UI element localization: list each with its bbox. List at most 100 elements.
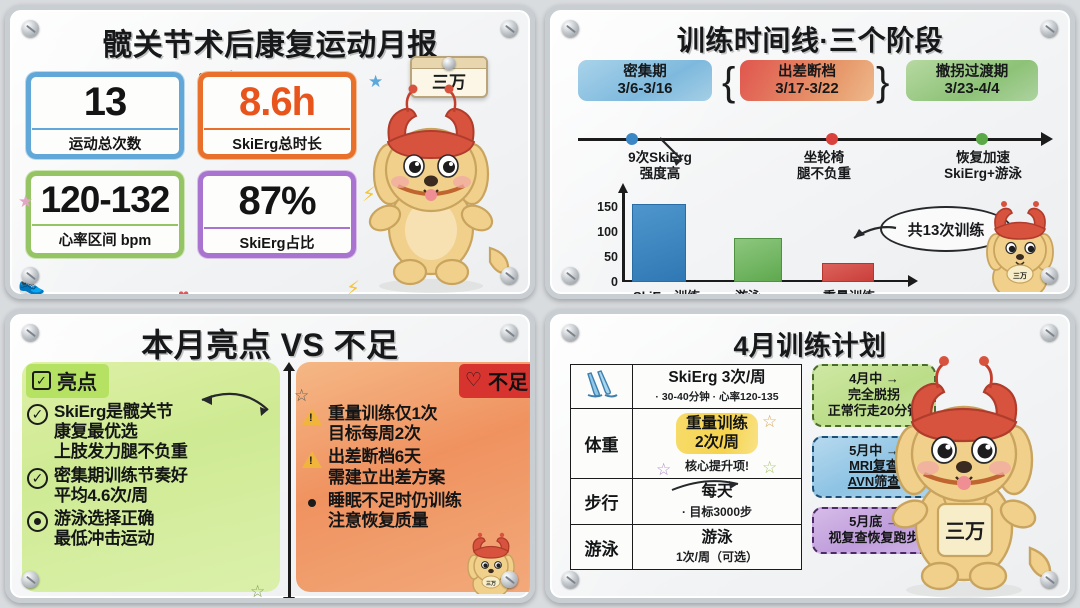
svg-text:三万: 三万 — [486, 580, 496, 587]
warning-triangle-icon — [301, 449, 322, 470]
timeline-marker-blue — [626, 133, 638, 145]
tag-label: 三万 — [432, 72, 466, 92]
gap-item: 重量训练仅1次 目标每周2次 — [296, 404, 530, 447]
note-line: 恢复加速 — [956, 150, 1010, 165]
timeline-note-1: 9次SkiErg 强度高 — [600, 150, 720, 182]
kpi-label: SkiErg占比 — [204, 227, 350, 253]
line: 注意恢复质量 — [328, 511, 429, 531]
brace-line — [288, 368, 291, 598]
timeline-axis — [578, 132, 1053, 146]
gap-text: 重量训练仅1次 目标每周2次 — [328, 404, 438, 444]
y-tick-label: 0 — [611, 275, 618, 289]
chart-y-axis — [618, 183, 627, 282]
highlights-column: ✓ 亮点 ✓ SkiErg是髋关节 康复最优选 上肢发力腿不负重 — [22, 362, 280, 592]
svg-text:三万: 三万 — [1013, 272, 1027, 280]
kpi-label: SkiErg总时长 — [204, 128, 350, 154]
row-content-cell: 重量训练 2次/周 核心提升项! — [632, 407, 802, 480]
line: 需建立出差方案 — [328, 467, 445, 487]
line: 重量训练仅1次 — [328, 404, 438, 423]
plan-main: 游泳 — [701, 528, 733, 546]
bar-label: SkiErg训练 — [633, 289, 701, 299]
screw-icon — [501, 20, 518, 37]
bar-label: 重量训练 — [823, 289, 876, 299]
milestone-line: 视复查恢复跑步 — [828, 530, 920, 546]
timeline-marker-red — [826, 133, 838, 145]
phase-dates: 3/23-4/4 — [944, 80, 1000, 98]
y-tick-label: 150 — [597, 199, 618, 214]
row-content-cell: SkiErg 3次/周 · 30-40分钟 · 心率120-135 — [632, 364, 802, 409]
milestone-line: 正常行走20分钟 — [827, 402, 921, 418]
gap-item: 睡眠不足时仍训练 注意恢复质量 — [296, 490, 530, 534]
screw-icon — [1041, 324, 1058, 341]
note-line: 腿不负重 — [797, 166, 851, 182]
milestone-line: MRI复查 — [849, 458, 899, 474]
bar-skierg: SkiErg训练 — [632, 204, 700, 294]
milestone-line: 完全脱拐 — [847, 386, 900, 402]
plan-main: SkiErg 3次/周 — [668, 369, 766, 387]
gap-item: 出差断档6天 需建立出差方案 — [296, 447, 530, 490]
milestone-line: AVN筛查 — [847, 474, 901, 490]
highlight-text: 密集期训练节奏好 平均4.6次/周 — [54, 466, 188, 506]
radio-dot-icon — [27, 511, 48, 533]
phase-badges: 密集期 3/6-3/16 { 出差断档 3/17-3/22 } 撤拐过渡期 3/… — [568, 60, 1056, 112]
highlight-item: 游泳选择正确 最低冲击运动 — [22, 509, 280, 552]
screw-icon — [22, 20, 39, 37]
highlight-text: 游泳选择正确 最低冲击运动 — [54, 509, 155, 549]
table-row: 游泳 游泳 1次/周（可选） — [570, 523, 802, 571]
screw-icon — [1041, 267, 1058, 284]
brace-right-icon: } — [876, 60, 890, 104]
plan-sub: 核心提升项! — [685, 459, 749, 474]
line: 目标每周2次 — [328, 424, 421, 444]
chart-plot-area: SkiErg训练 游泳 重量训练 0 50 100 150 — [597, 194, 894, 294]
line: 游泳选择正确 — [54, 509, 155, 529]
bullet-icon — [301, 493, 322, 514]
brace-left-icon: { — [722, 60, 736, 104]
line: 康复最优选 — [54, 422, 138, 442]
phase-badge-intensive: 密集期 3/6-3/16 — [578, 60, 712, 102]
table-row: 体重 重量训练 2次/周 核心提升项! — [570, 407, 802, 480]
kpi-label: 运动总次数 — [32, 128, 178, 154]
panel-april-plan: 4月训练计划 SkiErg 3次/周 — [540, 304, 1080, 608]
line: 重量训练 — [685, 415, 748, 432]
milestone-line: 4月中 → — [849, 371, 899, 386]
milestone-line: 5月底 → — [849, 514, 899, 530]
screw-icon — [1041, 571, 1058, 588]
dog-mascot-icon — [368, 84, 510, 293]
heart-icon: ♥ — [178, 286, 190, 299]
highlight-item: ✓ SkiErg是髋关节 康复最优选 上肢发力腿不负重 — [22, 402, 280, 466]
timeline-note-2: 坐轮椅 腿不负重 — [772, 150, 876, 182]
timeline-marker-green — [976, 133, 988, 145]
note-line: 强度高 — [639, 166, 681, 182]
bar-label: 游泳 — [735, 289, 762, 299]
phase-dates: 3/6-3/16 — [617, 80, 673, 98]
milestone-line: 5月中 → — [849, 442, 899, 458]
row-label: 步行 — [570, 478, 633, 525]
screw-icon — [22, 324, 39, 341]
report-title: 髋关节术后康复运动月报 — [102, 29, 438, 62]
gaps-header-label: 不足 — [488, 372, 528, 394]
phase-name: 出差断档 — [778, 64, 836, 80]
line: 睡眠不足时仍训练 — [328, 490, 462, 510]
gaps-header: ♡ 不足 — [458, 364, 530, 398]
plan-sub: · 目标3000步 — [681, 504, 753, 519]
table-row: 步行 每天 · 目标3000步 — [570, 478, 802, 525]
kpi-label: 心率区间 bpm — [32, 224, 178, 250]
kpi-card-skierg-share: 87% SkiErg占比 — [198, 171, 356, 258]
check-circle-icon: ✓ — [27, 467, 48, 489]
line: 密集期训练节奏好 — [54, 465, 188, 485]
panel-highlights-vs-gaps: 本月亮点 VS 不足 ✓ 亮点 ✓ SkiErg是髋关节 康复最优选 — [0, 304, 540, 608]
bar-weight-training: 重量训练 — [822, 262, 875, 294]
line: 最低冲击运动 — [54, 529, 155, 549]
screw-icon — [501, 267, 518, 284]
plan-sub: · 30-40分钟 · 心率120-135 — [655, 390, 779, 403]
kpi-value: 13 — [83, 80, 128, 124]
table-row: SkiErg 3次/周 · 30-40分钟 · 心率120-135 — [570, 364, 802, 409]
note-line: SkiErg+游泳 — [944, 166, 1022, 182]
sessions-bar-chart: SkiErg训练 游泳 重量训练 0 50 100 150 — [578, 183, 918, 294]
skis-icon — [586, 370, 618, 398]
bar-swimming: 游泳 — [734, 237, 782, 294]
highlight-item: ✓ 密集期训练节奏好 平均4.6次/周 — [22, 466, 280, 509]
highlighted-text: 重量训练 2次/周 — [675, 413, 758, 455]
screw-icon — [1041, 20, 1058, 37]
